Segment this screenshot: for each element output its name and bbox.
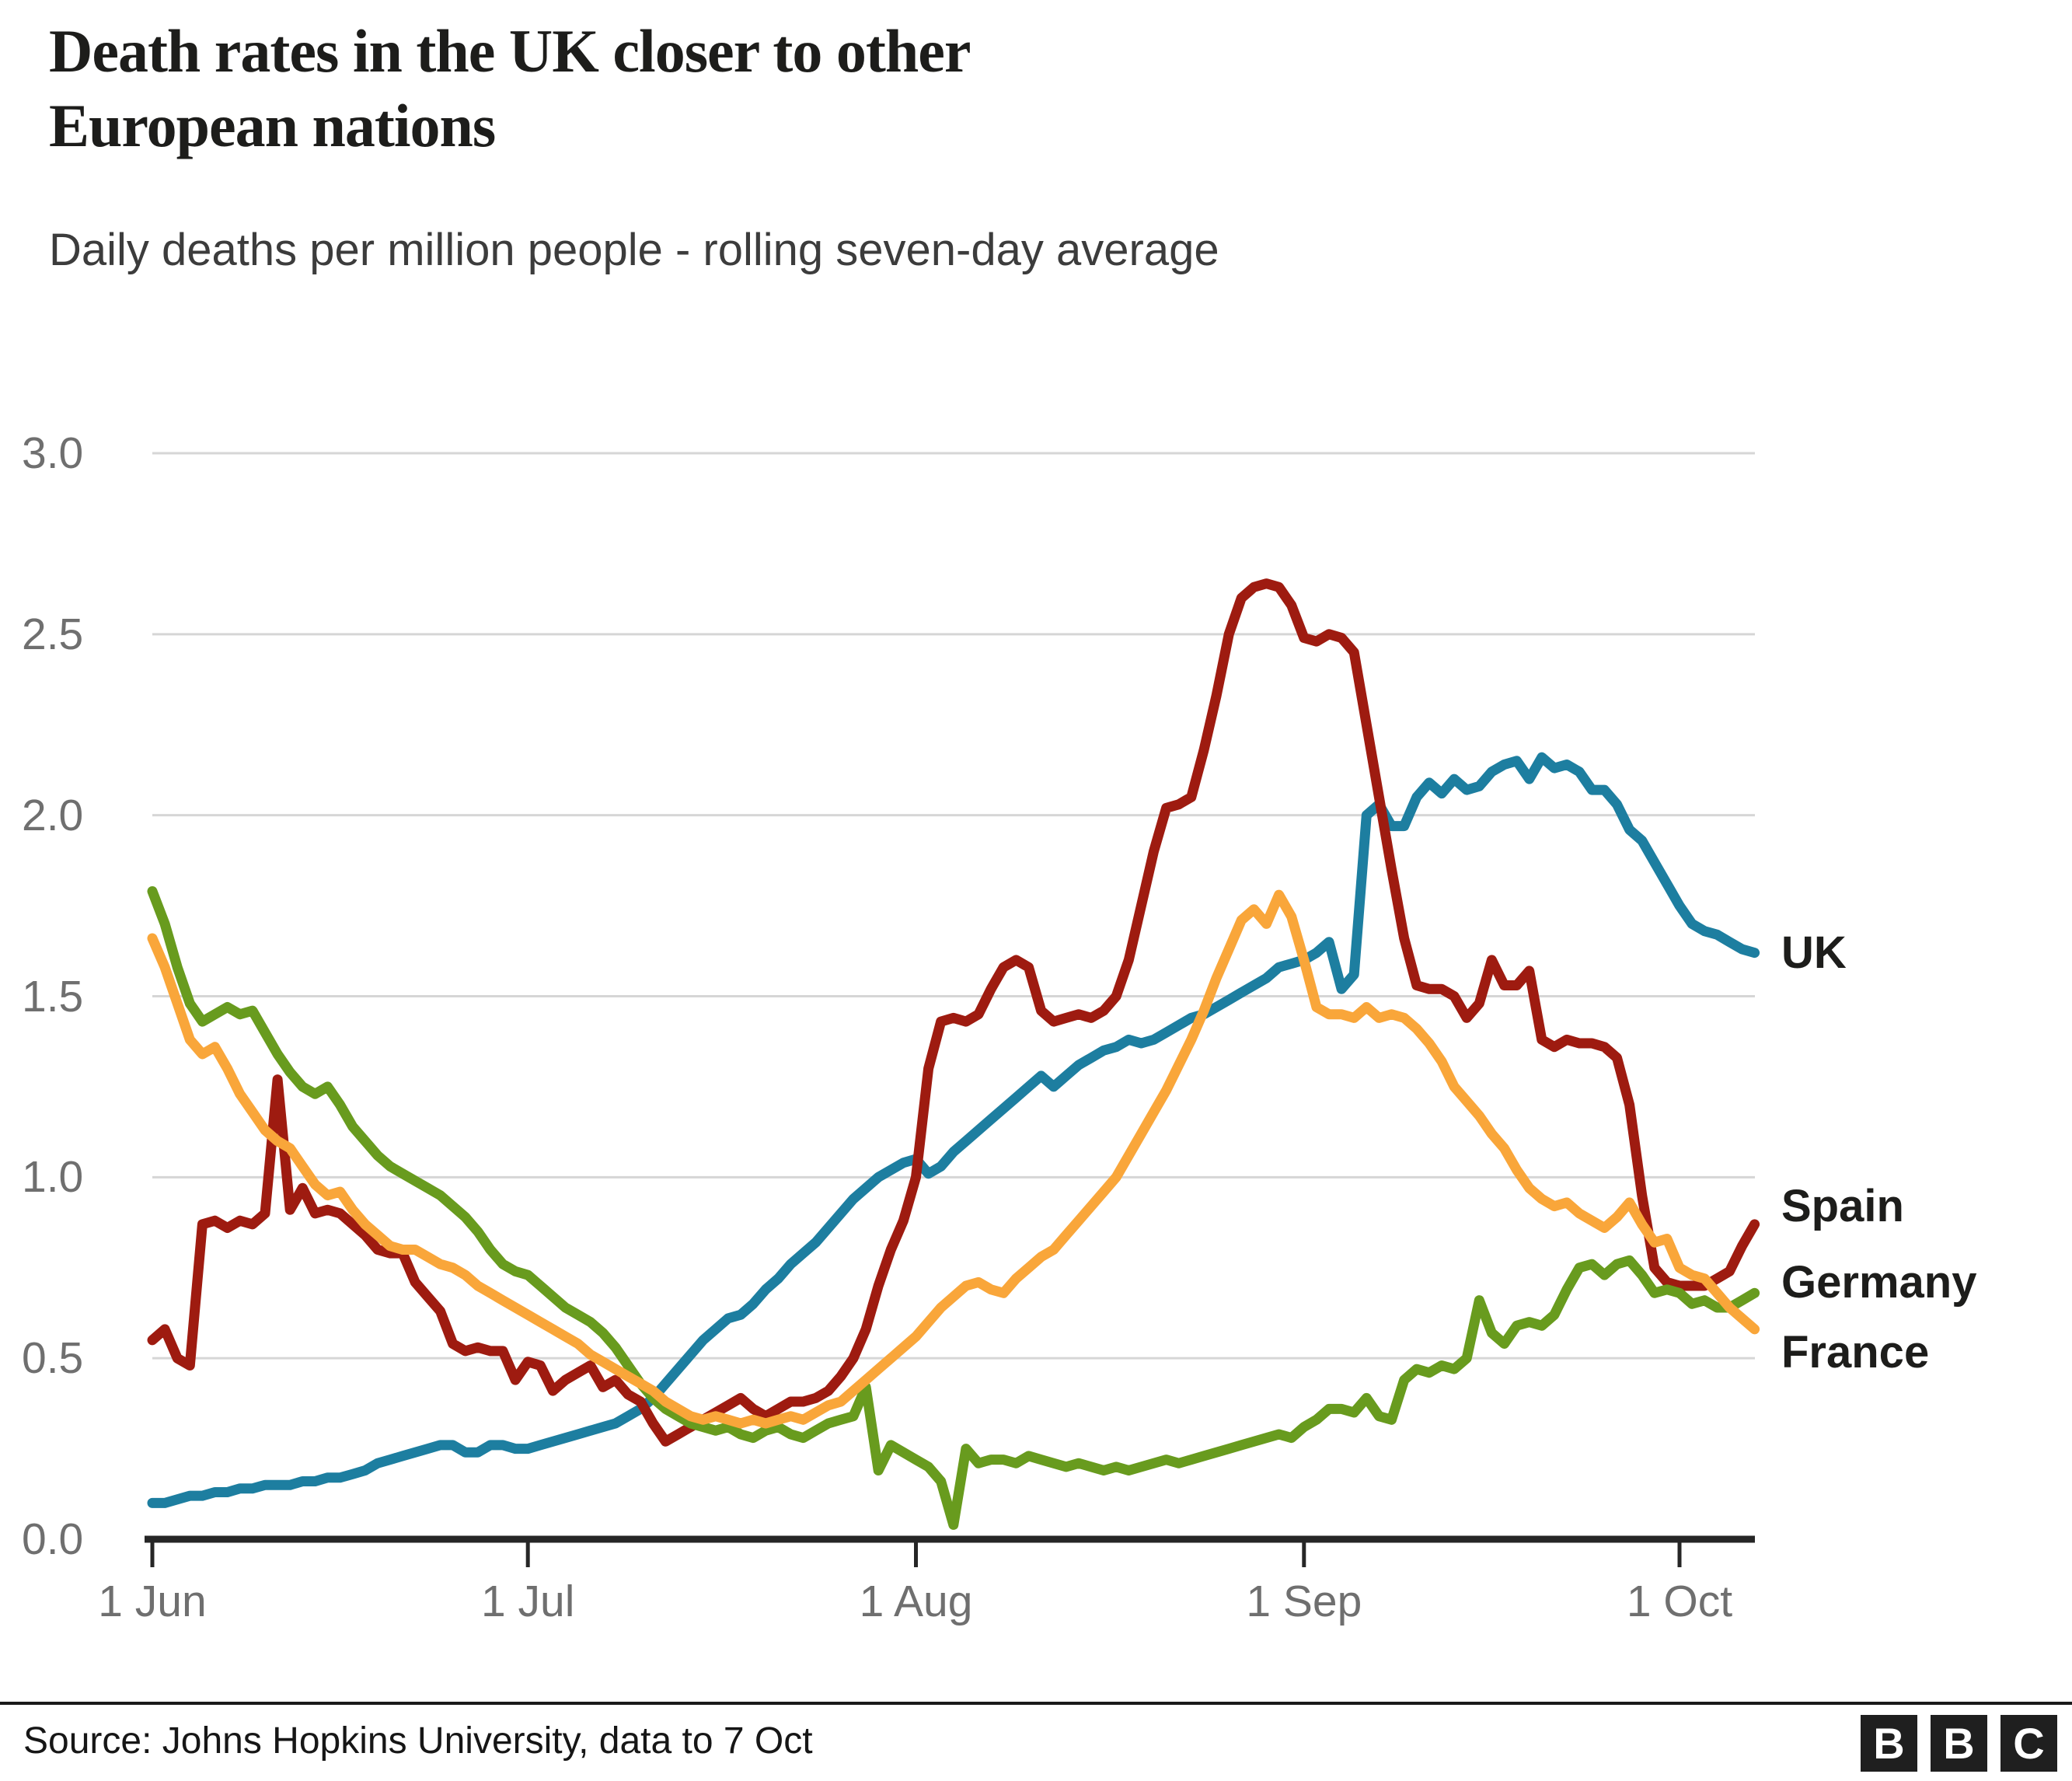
- x-tick-label-1-jul: 1 Jul: [480, 1577, 575, 1626]
- y-tick-label-2.5: 2.5: [22, 609, 84, 659]
- series-line-spain: [147, 578, 1760, 1447]
- series-line-germany: [147, 886, 1760, 1530]
- x-tick-label-1-sep: 1 Sep: [1246, 1577, 1362, 1626]
- series-label-uk: UK: [1781, 927, 1847, 978]
- series-label-germany: Germany: [1781, 1257, 1977, 1308]
- series-label-spain: Spain: [1781, 1181, 1904, 1231]
- bbc-logo-letter-2: B: [1931, 1715, 1987, 1772]
- series-line-uk: [147, 752, 1760, 1508]
- bbc-logo-letter-3: C: [2000, 1715, 2057, 1772]
- chart-subtitle: Daily deaths per million people - rollin…: [49, 225, 1219, 275]
- series-line-france: [147, 889, 1760, 1429]
- y-tick-label-1.5: 1.5: [22, 971, 84, 1021]
- bbc-logo-letter-1: B: [1861, 1715, 1917, 1772]
- y-tick-label-2.0: 2.0: [22, 790, 84, 840]
- chart-title: Death rates in the UK closer to other Eu…: [49, 14, 2023, 163]
- y-tick-label-1.0: 1.0: [22, 1152, 84, 1203]
- y-tick-label-0.5: 0.5: [22, 1333, 84, 1384]
- x-tick-label-1-aug: 1 Aug: [859, 1577, 973, 1626]
- series-label-france: France: [1781, 1327, 1930, 1378]
- x-tick-label-1-jun: 1 Jun: [98, 1577, 207, 1626]
- y-tick-label-3.0: 3.0: [22, 428, 84, 478]
- chart-title-line1: Death rates in the UK closer to other: [49, 17, 971, 85]
- x-tick-label-1-oct: 1 Oct: [1626, 1577, 1733, 1626]
- chart-title-line2: European nations: [49, 91, 496, 159]
- footer-divider: [0, 1702, 2072, 1705]
- y-tick-label-0.0: 0.0: [22, 1514, 84, 1564]
- source-text: Source: Johns Hopkins University, data t…: [23, 1720, 813, 1762]
